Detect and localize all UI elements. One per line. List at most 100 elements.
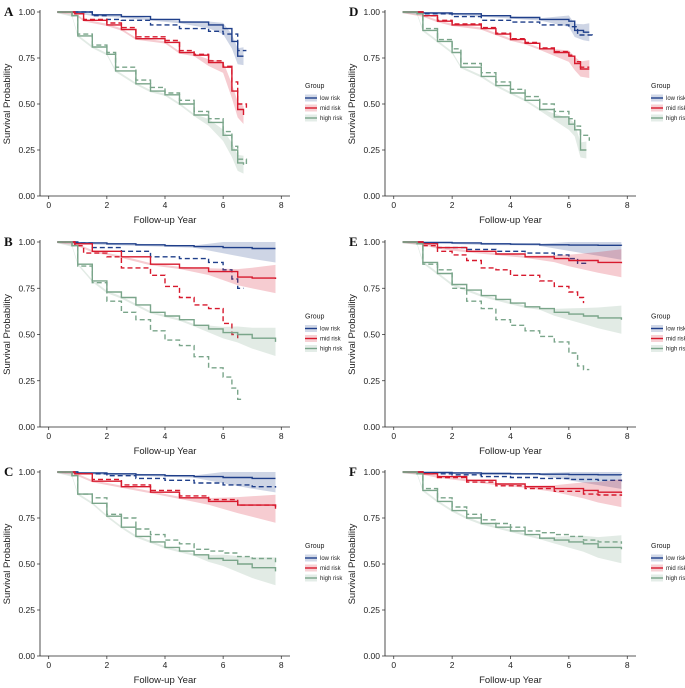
- series-high-risk-dashed: [57, 471, 277, 563]
- series-mid-risk-dashed: [57, 11, 248, 108]
- series-mid-risk-dashed: [402, 241, 585, 304]
- legend-label: high risk: [666, 116, 685, 122]
- series-high-risk-solid: [402, 11, 587, 151]
- ci-band-high-risk: [57, 242, 276, 356]
- y-tick-label: 0.75: [18, 283, 35, 293]
- x-tick-label: 2: [104, 431, 109, 441]
- legend-title: Group: [651, 543, 671, 550]
- series-mid-risk-solid: [402, 241, 623, 264]
- ci-band-high-risk: [57, 472, 276, 586]
- x-tick-label: 8: [279, 431, 284, 441]
- series-mid-risk-dashed: [402, 471, 623, 496]
- panel-f: F 0.00 0.25 0.50 0.75 1.00 0 2 4 6 8 Follow-up Year…: [347, 464, 685, 686]
- x-axis-title: Follow-up Year: [134, 675, 197, 686]
- legend-title: Group: [651, 83, 671, 90]
- panel-letter: E: [349, 234, 358, 249]
- legend-label: mid risk: [320, 106, 342, 112]
- x-tick-label: 4: [508, 660, 513, 670]
- legend-label: low risk: [666, 327, 685, 333]
- y-tick-label: 1.00: [18, 237, 35, 247]
- y-axis-title: Survival Probability: [347, 523, 358, 604]
- legend-label: low risk: [666, 556, 685, 562]
- series-high-risk-dashed: [402, 11, 590, 141]
- x-tick-label: 6: [567, 200, 572, 210]
- legend: Group low risk mid risk high risk: [305, 83, 343, 122]
- legend: Group low risk mid risk high risk: [651, 83, 685, 122]
- x-tick-label: 4: [508, 431, 513, 441]
- y-tick-label: 0.75: [363, 53, 380, 63]
- legend-label: mid risk: [320, 566, 342, 572]
- y-axis-title: Survival Probability: [2, 523, 13, 604]
- x-tick-label: 4: [508, 200, 513, 210]
- ci-band-high-risk: [402, 12, 587, 159]
- x-axis-title: Follow-up Year: [479, 446, 542, 457]
- panel-d: D 0.00 0.25 0.50 0.75 1.00 0 2 4 6 8 Follow-up Year…: [347, 4, 685, 226]
- ci-band-high-risk: [57, 12, 244, 174]
- series-low-risk-solid: [402, 241, 623, 246]
- legend: Group low risk mid risk high risk: [305, 314, 343, 353]
- legend-label: low risk: [320, 96, 341, 102]
- x-tick-label: 2: [104, 660, 109, 670]
- panel-letter: C: [4, 464, 13, 479]
- x-tick-label: 2: [104, 200, 109, 210]
- y-tick-label: 0.25: [363, 605, 380, 615]
- x-tick-label: 6: [567, 660, 572, 670]
- x-tick-label: 8: [279, 200, 284, 210]
- y-tick-label: 0.75: [363, 283, 380, 293]
- x-tick-label: 0: [391, 200, 396, 210]
- x-tick-label: 2: [450, 431, 455, 441]
- x-tick-label: 0: [391, 660, 396, 670]
- x-tick-label: 0: [391, 431, 396, 441]
- series-mid-risk-solid: [402, 11, 590, 70]
- y-axis-title: Survival Probability: [2, 294, 13, 375]
- series-high-risk-solid: [402, 241, 623, 320]
- ci-band-low-risk: [402, 472, 622, 489]
- legend: Group low risk mid risk high risk: [651, 543, 685, 582]
- y-tick-label: 1.00: [363, 7, 380, 17]
- y-tick-label: 0.25: [18, 145, 35, 155]
- legend-title: Group: [651, 314, 671, 321]
- series-low-risk-solid: [402, 471, 623, 476]
- y-tick-label: 0.00: [363, 651, 380, 661]
- y-tick-label: 0.00: [18, 191, 35, 201]
- panel-c: C 0.00 0.25 0.50 0.75 1.00 0 2 4 6 8 Follow-up Year…: [2, 464, 343, 686]
- series-high-risk-dashed: [57, 11, 248, 167]
- legend-label: low risk: [320, 556, 341, 562]
- legend-label: low risk: [320, 327, 341, 333]
- series-high-risk-dashed: [402, 241, 590, 371]
- y-tick-label: 1.00: [18, 7, 35, 17]
- series-low-risk-dashed: [57, 11, 247, 52]
- y-tick-label: 0.75: [18, 53, 35, 63]
- x-tick-label: 6: [221, 200, 226, 210]
- y-tick-label: 0.00: [18, 422, 35, 432]
- y-tick-label: 0.25: [363, 145, 380, 155]
- legend-label: mid risk: [666, 566, 685, 572]
- series-high-risk-solid: [57, 11, 245, 165]
- x-tick-label: 2: [450, 660, 455, 670]
- x-tick-label: 0: [46, 200, 51, 210]
- legend: Group low risk mid risk high risk: [651, 314, 685, 353]
- x-tick-label: 6: [221, 431, 226, 441]
- legend-label: mid risk: [666, 106, 685, 112]
- y-tick-label: 0.00: [18, 651, 35, 661]
- y-tick-label: 0.50: [363, 330, 380, 340]
- series-low-risk-dashed: [402, 11, 593, 36]
- y-axis-title: Survival Probability: [347, 63, 358, 144]
- x-tick-label: 0: [46, 431, 51, 441]
- series-low-risk-solid: [57, 471, 276, 480]
- panel-b: B 0.00 0.25 0.50 0.75 1.00 0 2 4 6 8 Follow-up Year…: [2, 234, 343, 457]
- x-tick-label: 4: [163, 660, 168, 670]
- series-mid-risk-dashed: [57, 241, 239, 339]
- x-tick-label: 8: [279, 660, 284, 670]
- x-tick-label: 8: [625, 431, 630, 441]
- y-tick-label: 0.25: [18, 605, 35, 615]
- ci-band-mid-risk: [57, 242, 276, 294]
- legend-label: mid risk: [320, 337, 342, 343]
- x-axis-title: Follow-up Year: [479, 215, 542, 226]
- y-tick-label: 0.25: [18, 376, 35, 386]
- series-mid-risk-dashed: [57, 471, 277, 507]
- y-tick-label: 0.00: [363, 191, 380, 201]
- panel-letter: A: [4, 4, 14, 19]
- legend-label: high risk: [666, 576, 685, 582]
- panel-letter: B: [4, 234, 13, 249]
